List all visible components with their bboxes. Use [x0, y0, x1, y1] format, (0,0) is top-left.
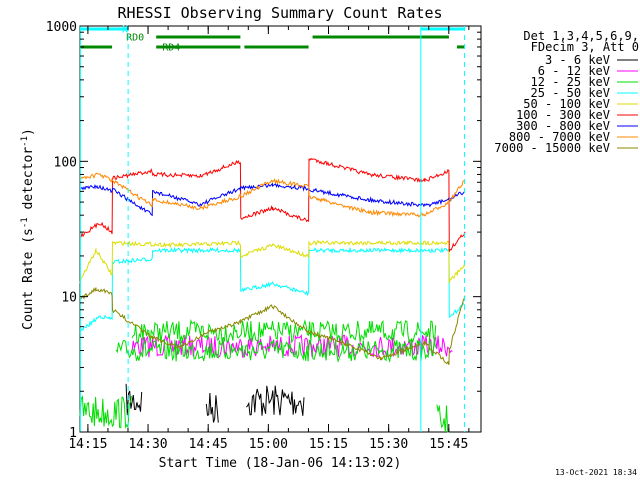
legend-label-800-7000-kev: 800 - 7000 keV [509, 130, 610, 144]
series-line-25-50-kev [79, 246, 466, 332]
marker-label-rd4: RD4 [162, 42, 180, 53]
series-line-3-6-kev [125, 383, 305, 423]
y-tick-label-0: 1 [69, 426, 77, 441]
y-tick-label-2: 100 [54, 155, 77, 170]
vertical-lines [79, 26, 466, 432]
legend-label-300-800-kev: 300 - 800 keV [516, 119, 610, 133]
x-tick-label-5: 15:30 [369, 437, 408, 452]
series-line-100-300-kev [79, 157, 466, 252]
series-line-50-100-kev [79, 239, 466, 284]
legend-label-25-50-kev: 25 - 50 keV [531, 86, 610, 100]
legend-label-12-25-kev: 12 - 25 keV [531, 75, 610, 89]
y-tick-label-1: 10 [61, 291, 77, 306]
marker-label-n: N [122, 25, 128, 36]
chart-title: RHESSI Observing Summary Count Rates [117, 4, 442, 22]
x-tick-label-0: 14:15 [68, 437, 107, 452]
y-axis-label-part-1: Count Rate (s [21, 228, 36, 330]
legend-label-6-12-kev: 6 - 12 keV [538, 64, 610, 78]
footer-timestamp: 13-Oct-2021 18:34 [555, 468, 637, 477]
y-axis-label: Count Rate (s-1 detector-1) [20, 128, 36, 330]
x-tick-label-2: 14:45 [189, 437, 228, 452]
series-line-12-25-kev [79, 318, 449, 433]
y-axis-label-part-2: detector [21, 147, 36, 218]
legend-label-7000-15000-kev: 7000 - 15000 keV [494, 141, 610, 155]
x-tick-label-3: 15:00 [249, 437, 288, 452]
series-line-800-7000-kev [79, 172, 466, 218]
legend-label-100-300-kev: 100 - 300 keV [516, 108, 610, 122]
series-lines [79, 157, 466, 433]
legend-header-line-1: Det 1,3,4,5,6,9, [523, 29, 639, 43]
x-tick-label-4: 15:15 [309, 437, 348, 452]
x-tick-label-1: 14:30 [128, 437, 167, 452]
series-line-300-800-kev [79, 182, 466, 217]
axis-ticks: 1 10 100 1000 14:15 14:30 14:45 15:00 15:15 15:30… [46, 20, 481, 452]
y-axis-label-sup-2: -1 [20, 136, 30, 147]
y-axis-label-part-3: ) [21, 128, 36, 136]
marker-label-rd0: RD0 [126, 32, 144, 43]
y-axis-label-sup-1: -1 [20, 217, 30, 228]
legend-label-50-100-kev: 50 - 100 keV [523, 97, 610, 111]
series-line-7000-15000-kev [79, 287, 466, 365]
x-axis-label: Start Time (18-Jan-06 14:13:02) [159, 456, 402, 471]
x-tick-label-6: 15:45 [429, 437, 468, 452]
y-tick-label-3: 1000 [46, 20, 77, 35]
legend-header-line-2: FDecim 3, Att 0 [531, 40, 639, 54]
legend-label-3-6-kev: 3 - 6 keV [545, 53, 610, 67]
